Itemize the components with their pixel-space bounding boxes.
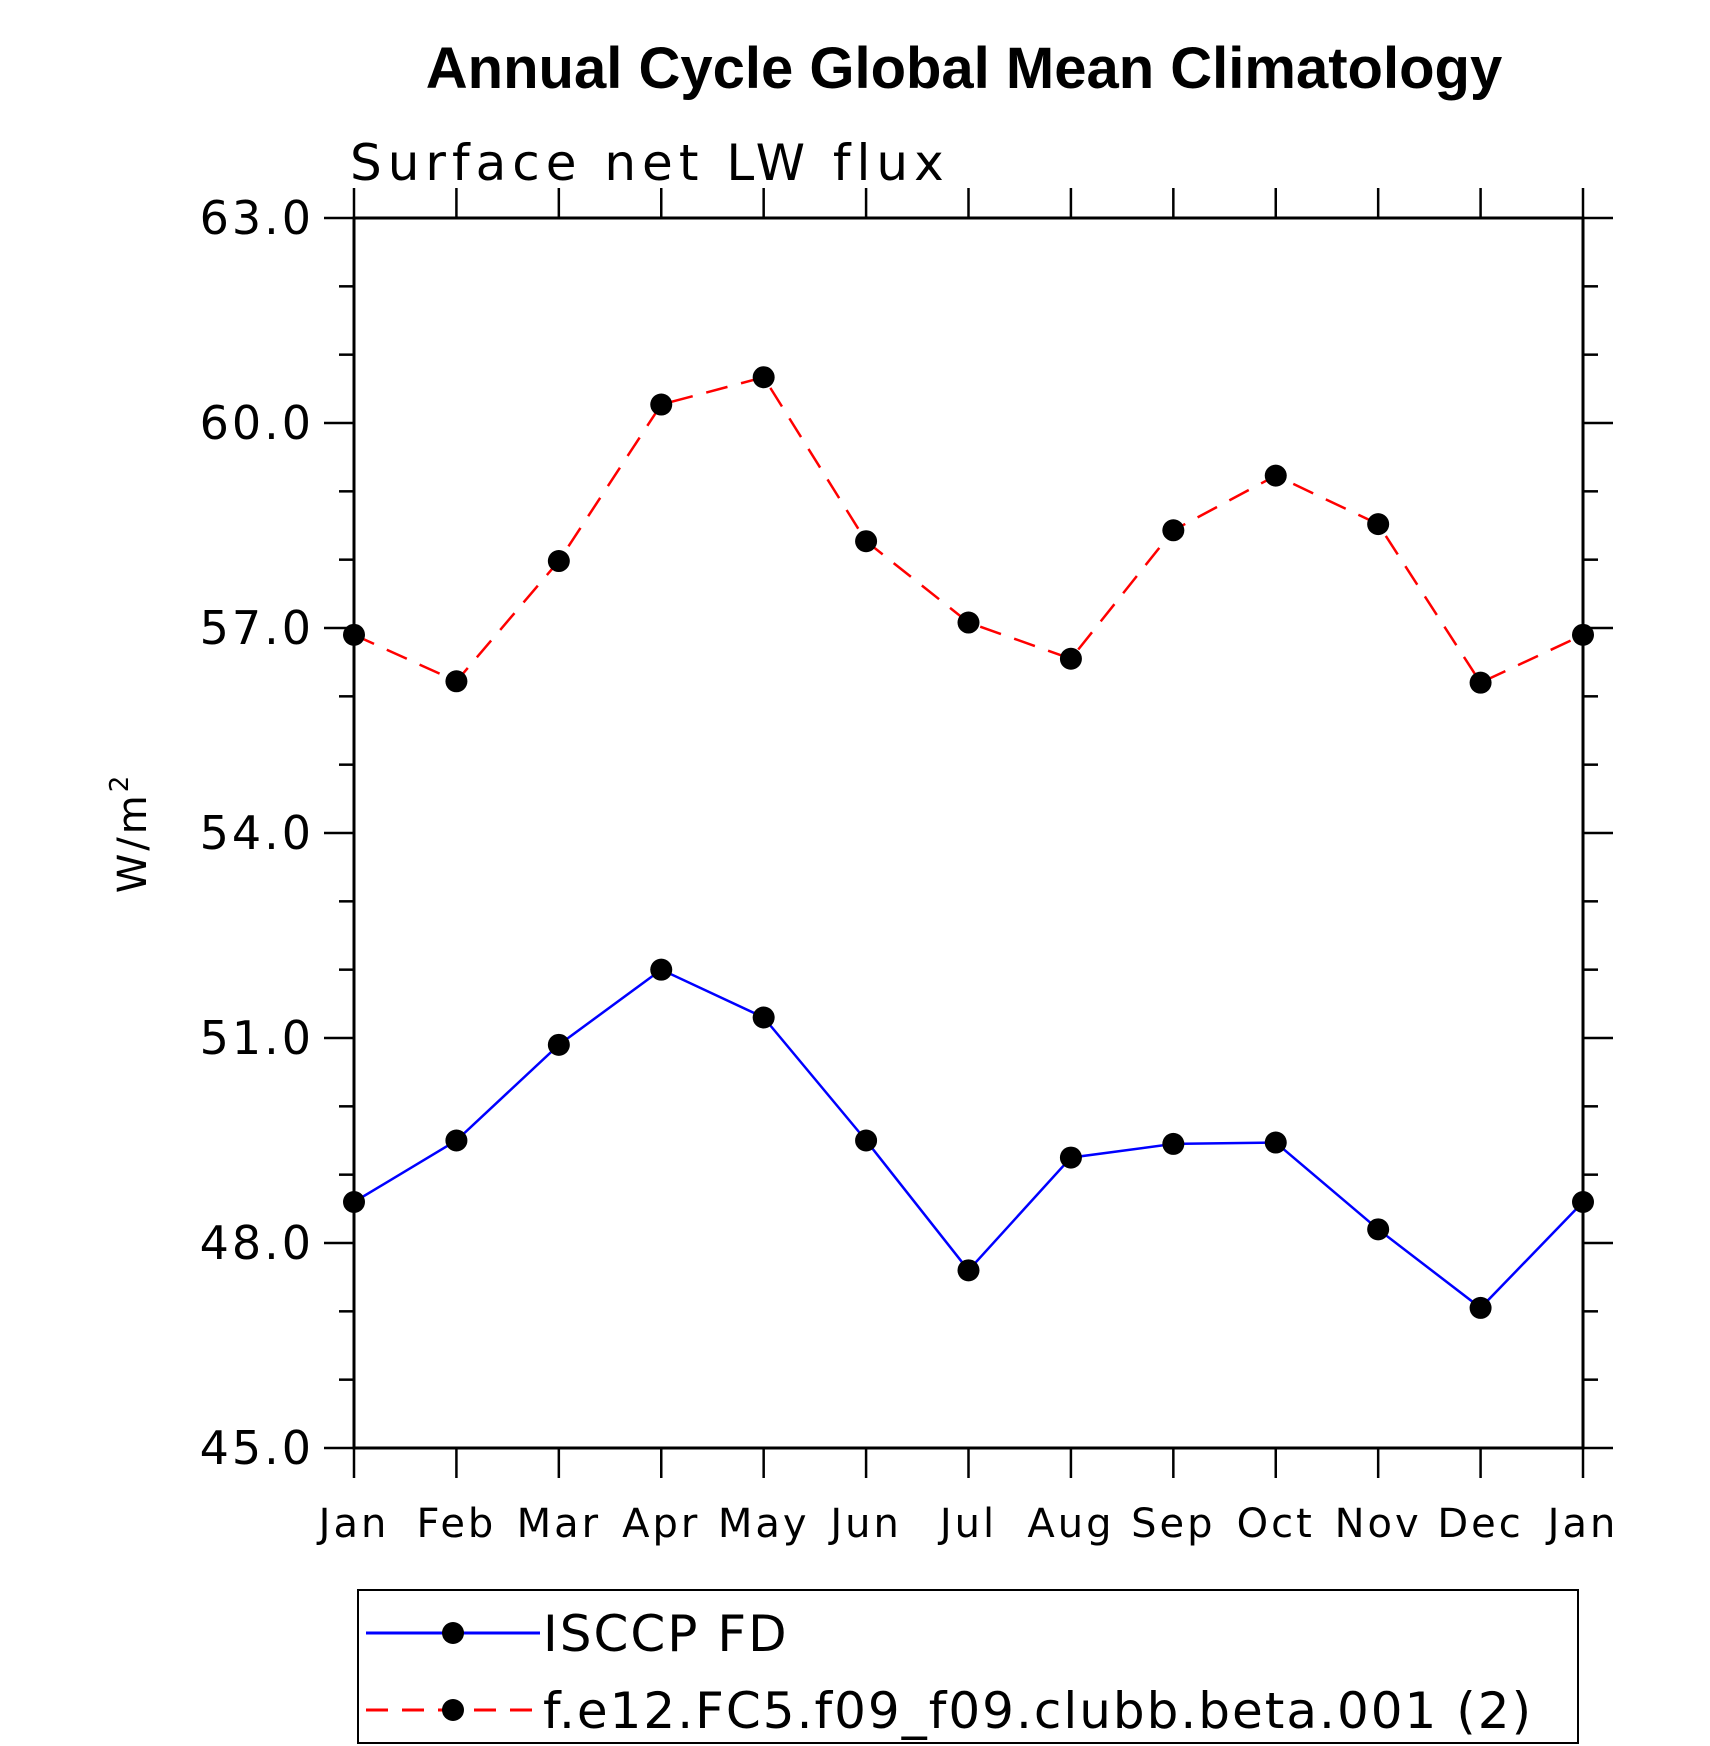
data-point (1367, 513, 1390, 536)
chart-subtitle: Surface net LW flux (350, 134, 950, 192)
series-1 (343, 366, 1594, 694)
x-tick-label: Dec (1437, 1501, 1523, 1547)
data-point (1162, 1132, 1185, 1155)
series-line (353, 968, 1584, 1310)
legend-marker-model (442, 1699, 464, 1721)
chart-title: Annual Cycle Global Mean Climatology (426, 36, 1502, 101)
data-point (957, 611, 980, 634)
y-axis-label-text: W/m (110, 792, 156, 893)
data-point (1264, 1131, 1287, 1154)
data-point (547, 1033, 570, 1056)
y-tick-label: 57.0 (200, 601, 314, 655)
data-point (547, 550, 570, 573)
x-tick-label: Jan (1545, 1501, 1619, 1547)
data-point (650, 958, 673, 981)
y-axis-label-superscript: 2 (105, 773, 135, 793)
data-point (1264, 464, 1287, 487)
y-tick-label: 45.0 (200, 1421, 314, 1475)
axis-ticks (324, 188, 1613, 1478)
series-layer (343, 366, 1594, 1319)
data-point (1059, 1146, 1082, 1169)
data-point (1572, 1191, 1594, 1213)
x-axis-tick-labels: Jan Feb Mar Apr May Jun Jul Aug Sep Oct Nov Dec Jan (316, 1501, 1619, 1547)
legend-marker-isccp (442, 1622, 464, 1644)
data-point (1572, 623, 1594, 646)
x-tick-label: Feb (417, 1501, 497, 1547)
svg-text:W/m2: W/m2 (105, 773, 156, 894)
x-tick-label: Apr (622, 1501, 700, 1547)
y-tick-label: 48.0 (200, 1216, 314, 1270)
y-tick-label: 63.0 (200, 191, 314, 245)
data-point (343, 1191, 365, 1213)
data-point (752, 366, 775, 389)
series-0 (343, 958, 1594, 1319)
data-point (957, 1259, 980, 1282)
x-tick-label: Aug (1027, 1501, 1114, 1547)
data-point (1367, 1218, 1390, 1241)
data-point (1059, 647, 1082, 670)
data-point (1469, 1296, 1492, 1319)
data-point (855, 530, 878, 553)
data-point (1469, 671, 1492, 694)
x-tick-label: Jan (316, 1501, 390, 1547)
data-point (1162, 519, 1185, 542)
x-tick-label: Jun (827, 1501, 902, 1547)
x-tick-label: Jul (937, 1501, 997, 1547)
data-point (855, 1129, 878, 1152)
data-point (445, 1129, 468, 1152)
data-point (445, 670, 468, 693)
data-point (343, 623, 365, 646)
legend-box (357, 1589, 1579, 1744)
x-tick-label: Mar (517, 1501, 601, 1547)
legend-label-isccp: ISCCP FD (543, 1605, 789, 1663)
legend-label-model: f.e12.FC5.f09_f09.clubb.beta.001 (2) (543, 1682, 1533, 1740)
series-line (353, 375, 1584, 685)
x-tick-label: Oct (1237, 1501, 1315, 1547)
legend: ISCCP FD f.e12.FC5.f09_f09.clubb.beta.00… (357, 1589, 1579, 1744)
x-tick-label: May (718, 1501, 810, 1547)
data-point (650, 393, 673, 416)
y-tick-label: 60.0 (200, 396, 314, 450)
y-axis-label: W/m2 (105, 773, 156, 894)
y-tick-label: 54.0 (200, 806, 314, 860)
x-tick-label: Nov (1335, 1501, 1422, 1547)
y-tick-label: 51.0 (200, 1011, 314, 1065)
data-point (752, 1006, 775, 1029)
x-tick-label: Sep (1131, 1501, 1215, 1547)
y-axis-tick-labels: 45.0 48.0 51.0 54.0 57.0 60.0 63.0 (200, 191, 314, 1475)
